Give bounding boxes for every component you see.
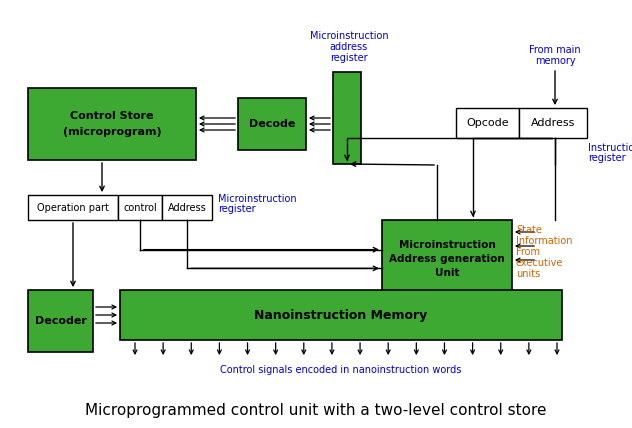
Text: address: address xyxy=(330,42,368,52)
Bar xyxy=(118,195,162,220)
Text: register: register xyxy=(588,153,626,163)
Text: Address: Address xyxy=(167,202,207,212)
Bar xyxy=(28,88,196,160)
Text: Opcode: Opcode xyxy=(466,118,509,128)
Text: From main: From main xyxy=(529,45,581,55)
Text: Microinstruction: Microinstruction xyxy=(218,194,296,204)
Text: Control signals encoded in nanoinstruction words: Control signals encoded in nanoinstructi… xyxy=(221,365,462,375)
Text: Microinstruction: Microinstruction xyxy=(310,31,388,41)
Bar xyxy=(238,98,306,150)
Text: register: register xyxy=(330,53,368,63)
Bar xyxy=(28,195,118,220)
Text: control: control xyxy=(123,202,157,212)
Bar xyxy=(162,195,212,220)
Text: State: State xyxy=(516,225,542,235)
Text: executive: executive xyxy=(516,258,563,268)
Text: Operation part: Operation part xyxy=(37,202,109,212)
Text: Decoder: Decoder xyxy=(35,316,87,326)
Text: Address: Address xyxy=(531,118,575,128)
Bar xyxy=(333,72,361,164)
Text: Nanoinstruction Memory: Nanoinstruction Memory xyxy=(254,309,428,321)
Text: Information: Information xyxy=(516,236,573,246)
Bar xyxy=(456,108,519,138)
Text: Microprogrammed control unit with a two-level control store: Microprogrammed control unit with a two-… xyxy=(85,402,547,417)
Text: units: units xyxy=(516,269,540,279)
Text: Address generation: Address generation xyxy=(389,254,505,264)
Text: register: register xyxy=(218,204,255,214)
Text: Decode: Decode xyxy=(249,119,295,129)
Text: memory: memory xyxy=(535,56,575,66)
Bar xyxy=(519,108,587,138)
Text: Control Store: Control Store xyxy=(70,111,154,121)
Bar xyxy=(382,220,512,298)
Text: Microinstruction: Microinstruction xyxy=(399,240,495,250)
Text: Instruction: Instruction xyxy=(588,143,632,153)
Text: Unit: Unit xyxy=(435,268,459,278)
Bar xyxy=(120,290,562,340)
Bar xyxy=(28,290,93,352)
Text: From: From xyxy=(516,247,540,257)
Text: (microprogram): (microprogram) xyxy=(63,127,161,137)
